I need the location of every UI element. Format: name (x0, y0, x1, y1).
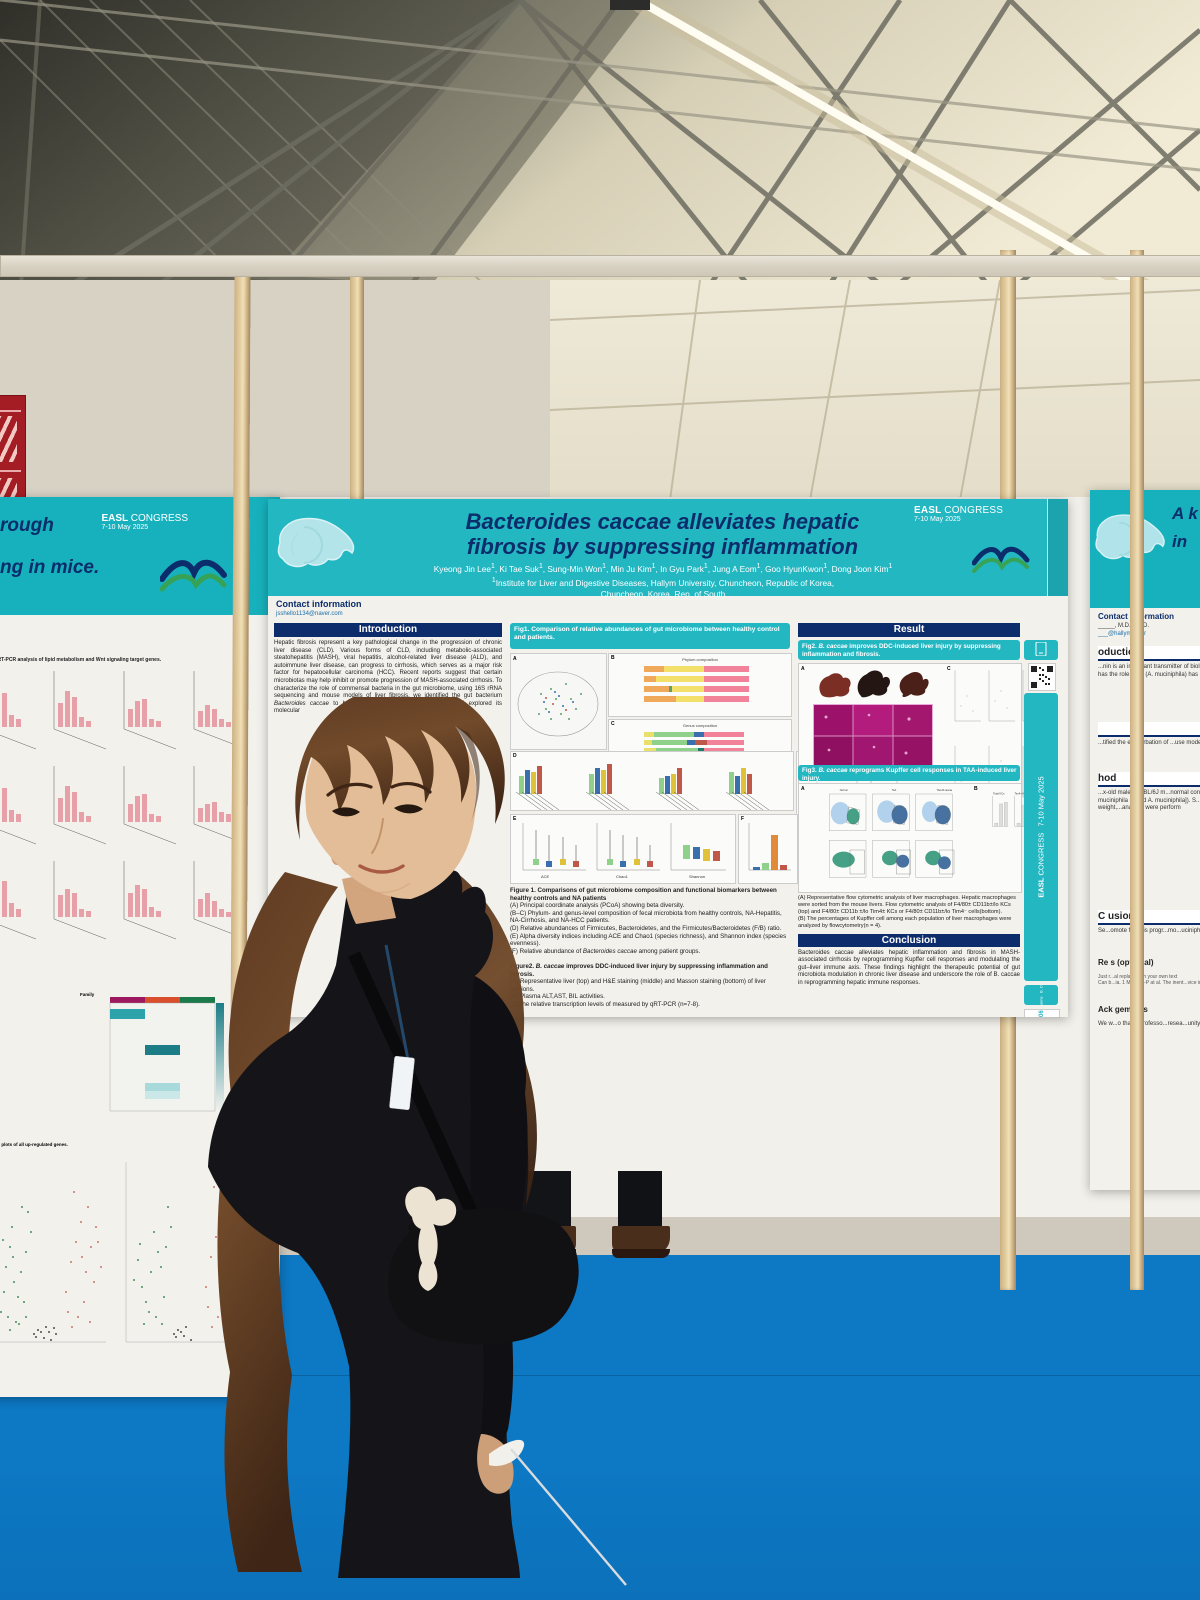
svg-text:Normal: Normal (840, 789, 848, 792)
svg-text:Total KCs: Total KCs (993, 791, 1005, 795)
svg-text:TAA+B.caccae: TAA+B.caccae (937, 789, 953, 792)
svg-text:TAA: TAA (892, 789, 897, 792)
